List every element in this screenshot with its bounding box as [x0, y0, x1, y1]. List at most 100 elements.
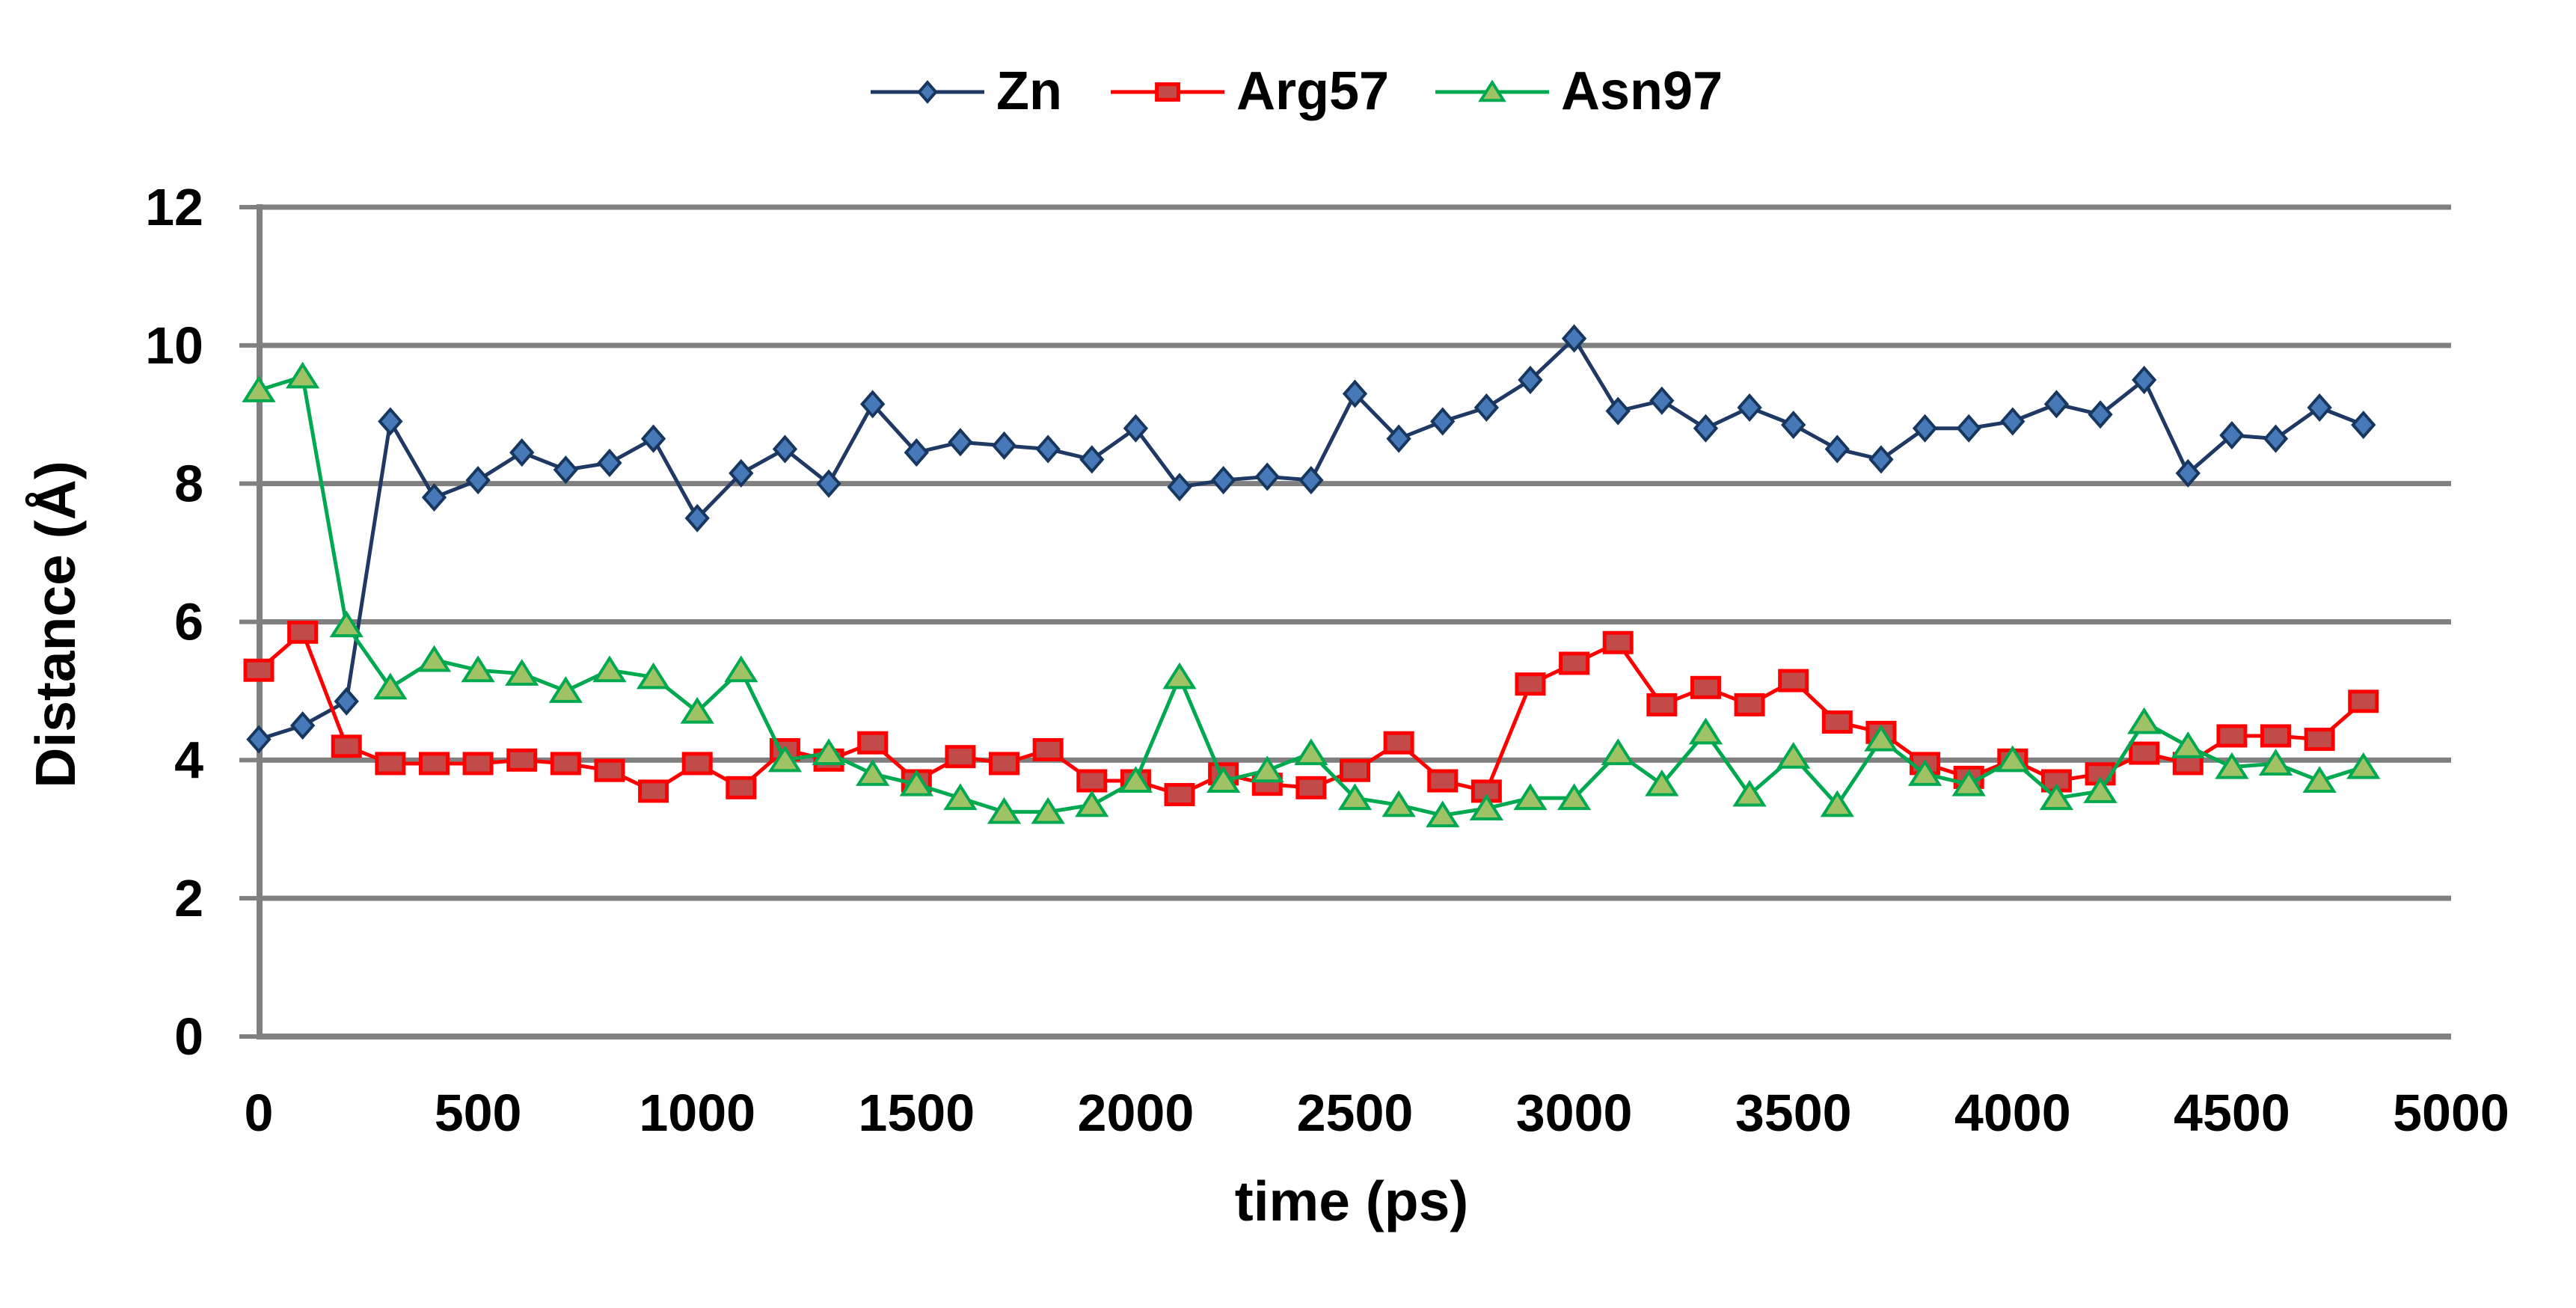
marker-asn97	[548, 676, 583, 703]
marker-arg57	[1515, 672, 1546, 696]
marker-arg57	[594, 758, 625, 782]
marker-arg57	[1602, 630, 1634, 654]
marker-asn97	[373, 672, 408, 700]
marker-zn	[1035, 435, 1061, 464]
marker-asn97	[1250, 755, 1284, 783]
marker-zn	[860, 390, 886, 419]
marker-arg57	[1032, 737, 1064, 761]
x-tick-label-3500: 3500	[1735, 1084, 1852, 1142]
x-tick-label-2500: 2500	[1297, 1084, 1414, 1142]
marker-asn97	[943, 783, 978, 811]
marker-asn97	[1996, 745, 2030, 773]
marker-asn97	[1426, 800, 1460, 828]
marker-asn97	[2083, 776, 2117, 803]
marker-zn	[289, 711, 316, 740]
y-axis-title: Distance (Å)	[24, 461, 87, 788]
marker-zn	[1912, 414, 1938, 443]
marker-zn	[1210, 466, 1236, 495]
marker-zn	[1737, 393, 1762, 423]
y-tick-label-6: 6	[174, 593, 203, 651]
y-tick-label-8: 8	[174, 455, 203, 513]
marker-asn97	[2215, 752, 2249, 779]
marker-zn	[816, 469, 841, 498]
marker-asn97	[1776, 741, 1811, 769]
marker-asn97	[461, 655, 495, 683]
marker-asn97	[2039, 783, 2074, 811]
marker-asn97	[1820, 790, 1854, 817]
marker-arg57	[1076, 769, 1108, 793]
marker-arg57	[2216, 724, 2248, 748]
x-axis-title: time (ps)	[1235, 1170, 1469, 1232]
marker-zn	[1605, 396, 1631, 426]
x-tick-label-4500: 4500	[2174, 1084, 2290, 1142]
marker-arg57	[638, 779, 669, 803]
series-asn97	[242, 361, 2381, 828]
y-tick-label-12: 12	[145, 178, 203, 236]
marker-arg57	[1821, 710, 1853, 734]
marker-arg57	[550, 752, 581, 776]
marker-arg57	[418, 752, 450, 776]
marker-zn	[1561, 324, 1587, 353]
marker-zn	[1298, 466, 1324, 495]
marker-arg57	[1778, 669, 1809, 693]
marker-arg57	[1295, 776, 1327, 799]
marker-arg57	[243, 658, 275, 682]
marker-asn97	[987, 796, 1022, 824]
legend-marker-arg57	[1155, 82, 1180, 102]
marker-asn97	[1864, 724, 1898, 752]
marker-zn	[1824, 435, 1850, 464]
marker-asn97	[767, 745, 803, 773]
legend-item-arg57: Arg57	[1111, 61, 1389, 121]
marker-zn	[1473, 393, 1500, 423]
series-line-zn	[258, 337, 2364, 741]
marker-asn97	[505, 659, 539, 686]
marker-arg57	[375, 752, 406, 776]
marker-arg57	[1340, 758, 1370, 782]
marker-asn97	[1601, 738, 1635, 766]
marker-zn	[1167, 473, 1192, 502]
marker-zn	[684, 503, 710, 532]
marker-asn97	[1513, 783, 1548, 811]
marker-zn	[1386, 424, 1411, 453]
marker-zn	[1342, 379, 1368, 408]
marker-arg57	[1559, 651, 1590, 675]
marker-arg57	[1427, 769, 1459, 793]
marker-asn97	[680, 696, 714, 724]
legend-item-asn97: Asn97	[1435, 61, 1723, 121]
marker-zn	[1430, 407, 1456, 436]
marker-asn97	[329, 610, 364, 638]
marker-arg57	[857, 731, 889, 755]
marker-asn97	[1075, 790, 1109, 817]
marker-arg57	[287, 620, 319, 644]
marker-zn	[509, 438, 535, 467]
marker-asn97	[417, 645, 452, 672]
marker-zn	[334, 687, 359, 716]
y-tick-label-4: 4	[174, 731, 203, 789]
marker-zn	[246, 725, 272, 754]
marker-arg57	[506, 748, 538, 772]
legend-label-zn: Zn	[996, 61, 1062, 121]
marker-zn	[465, 466, 491, 495]
marker-zn	[421, 483, 447, 512]
y-tick-label-2: 2	[174, 869, 203, 927]
marker-zn	[2175, 458, 2201, 488]
legend-label-arg57: Arg57	[1236, 61, 1389, 121]
x-tick-label-0: 0	[245, 1084, 274, 1142]
marker-asn97	[1381, 790, 1416, 817]
series-zn	[246, 324, 2376, 754]
marker-arg57	[462, 752, 494, 776]
marker-zn	[1518, 366, 1543, 395]
x-tick-label-1000: 1000	[639, 1084, 755, 1142]
marker-zn	[597, 448, 622, 477]
marker-zn	[378, 407, 403, 436]
legend-item-zn: Zn	[871, 61, 1062, 121]
marker-arg57	[945, 745, 976, 769]
y-axis-ticks	[239, 205, 261, 1039]
marker-asn97	[1951, 769, 1986, 796]
marker-zn	[1693, 414, 1719, 443]
marker-arg57	[1646, 693, 1678, 716]
marker-asn97	[856, 759, 890, 786]
x-tick-label-3000: 3000	[1516, 1084, 1633, 1142]
x-tick-label-500: 500	[435, 1084, 522, 1142]
